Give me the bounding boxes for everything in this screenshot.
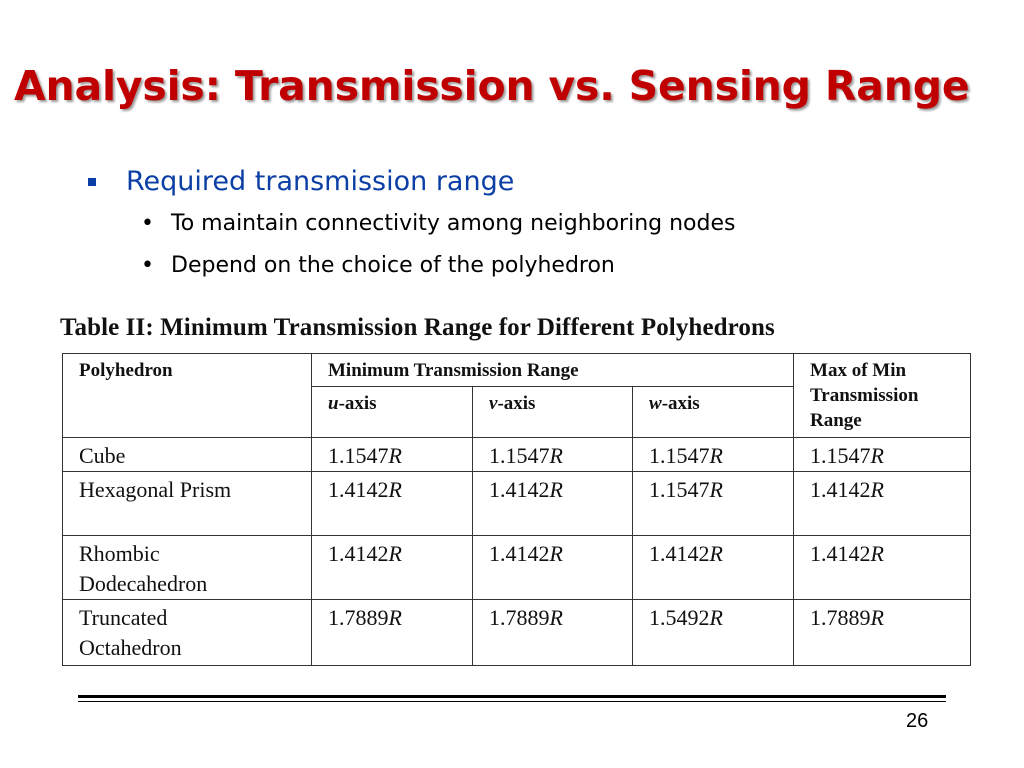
cell-v: 1.7889R (472, 599, 633, 666)
header-w-axis: w-axis (631, 386, 795, 438)
sub-bullet-text: Depend on the choice of the polyhedron (171, 253, 615, 278)
header-max-of-min: Max of Min Transmission Range (793, 353, 972, 438)
cell-u: 1.1547R (311, 437, 473, 472)
cell-max: 1.4142R (793, 471, 972, 536)
cell-v: 1.1547R (472, 437, 633, 472)
round-bullet-icon: • (141, 253, 154, 278)
cell-polyhedron: Rhombic Dodecahedron (62, 535, 312, 600)
footer-rule-thin (78, 701, 946, 702)
table-caption: Table II: Minimum Transmission Range for… (60, 314, 775, 341)
table-row: Hexagonal Prism 1.4142R 1.4142R 1.1547R … (62, 471, 972, 536)
round-bullet-icon: • (141, 211, 154, 236)
sub-bullet-text: To maintain connectivity among neighbori… (171, 211, 736, 236)
cell-w: 1.4142R (631, 535, 795, 600)
table-row: Truncated Octahedron 1.7889R 1.7889R 1.54… (62, 599, 972, 666)
table-row: Rhombic Dodecahedron 1.4142R 1.4142R 1.41… (62, 535, 972, 600)
header-u-axis: u-axis (311, 386, 473, 438)
slide-title: Analysis: Transmission vs. Sensing Range (14, 62, 970, 110)
cell-w: 1.1547R (631, 471, 795, 536)
cell-w: 1.1547R (631, 437, 795, 472)
table-row: Cube 1.1547R 1.1547R 1.1547R 1.1547R (62, 437, 972, 472)
cell-max: 1.4142R (793, 535, 972, 600)
cell-u: 1.4142R (311, 535, 473, 600)
header-polyhedron: Polyhedron (62, 353, 312, 438)
cell-v: 1.4142R (472, 471, 633, 536)
header-min-range: Minimum Transmission Range (310, 353, 795, 387)
cell-polyhedron: Hexagonal Prism (62, 471, 312, 536)
cell-u: 1.7889R (311, 599, 473, 666)
bullet-text: Required transmission range (126, 166, 515, 197)
cell-v: 1.4142R (472, 535, 633, 600)
cell-max: 1.1547R (793, 437, 972, 472)
footer-rule-thick (78, 695, 946, 698)
page-number: 26 (906, 710, 929, 732)
cell-u: 1.4142R (311, 471, 473, 536)
table-header-row: Polyhedron Minimum Transmission Range Ma… (62, 353, 972, 438)
cell-w: 1.5492R (631, 599, 795, 666)
cell-max: 1.7889R (793, 599, 972, 666)
square-bullet-icon (88, 178, 96, 186)
header-v-axis: v-axis (472, 386, 633, 438)
cell-polyhedron: Truncated Octahedron (62, 599, 312, 666)
transmission-range-table: Polyhedron Minimum Transmission Range Ma… (62, 353, 972, 666)
cell-polyhedron: Cube (62, 437, 312, 472)
